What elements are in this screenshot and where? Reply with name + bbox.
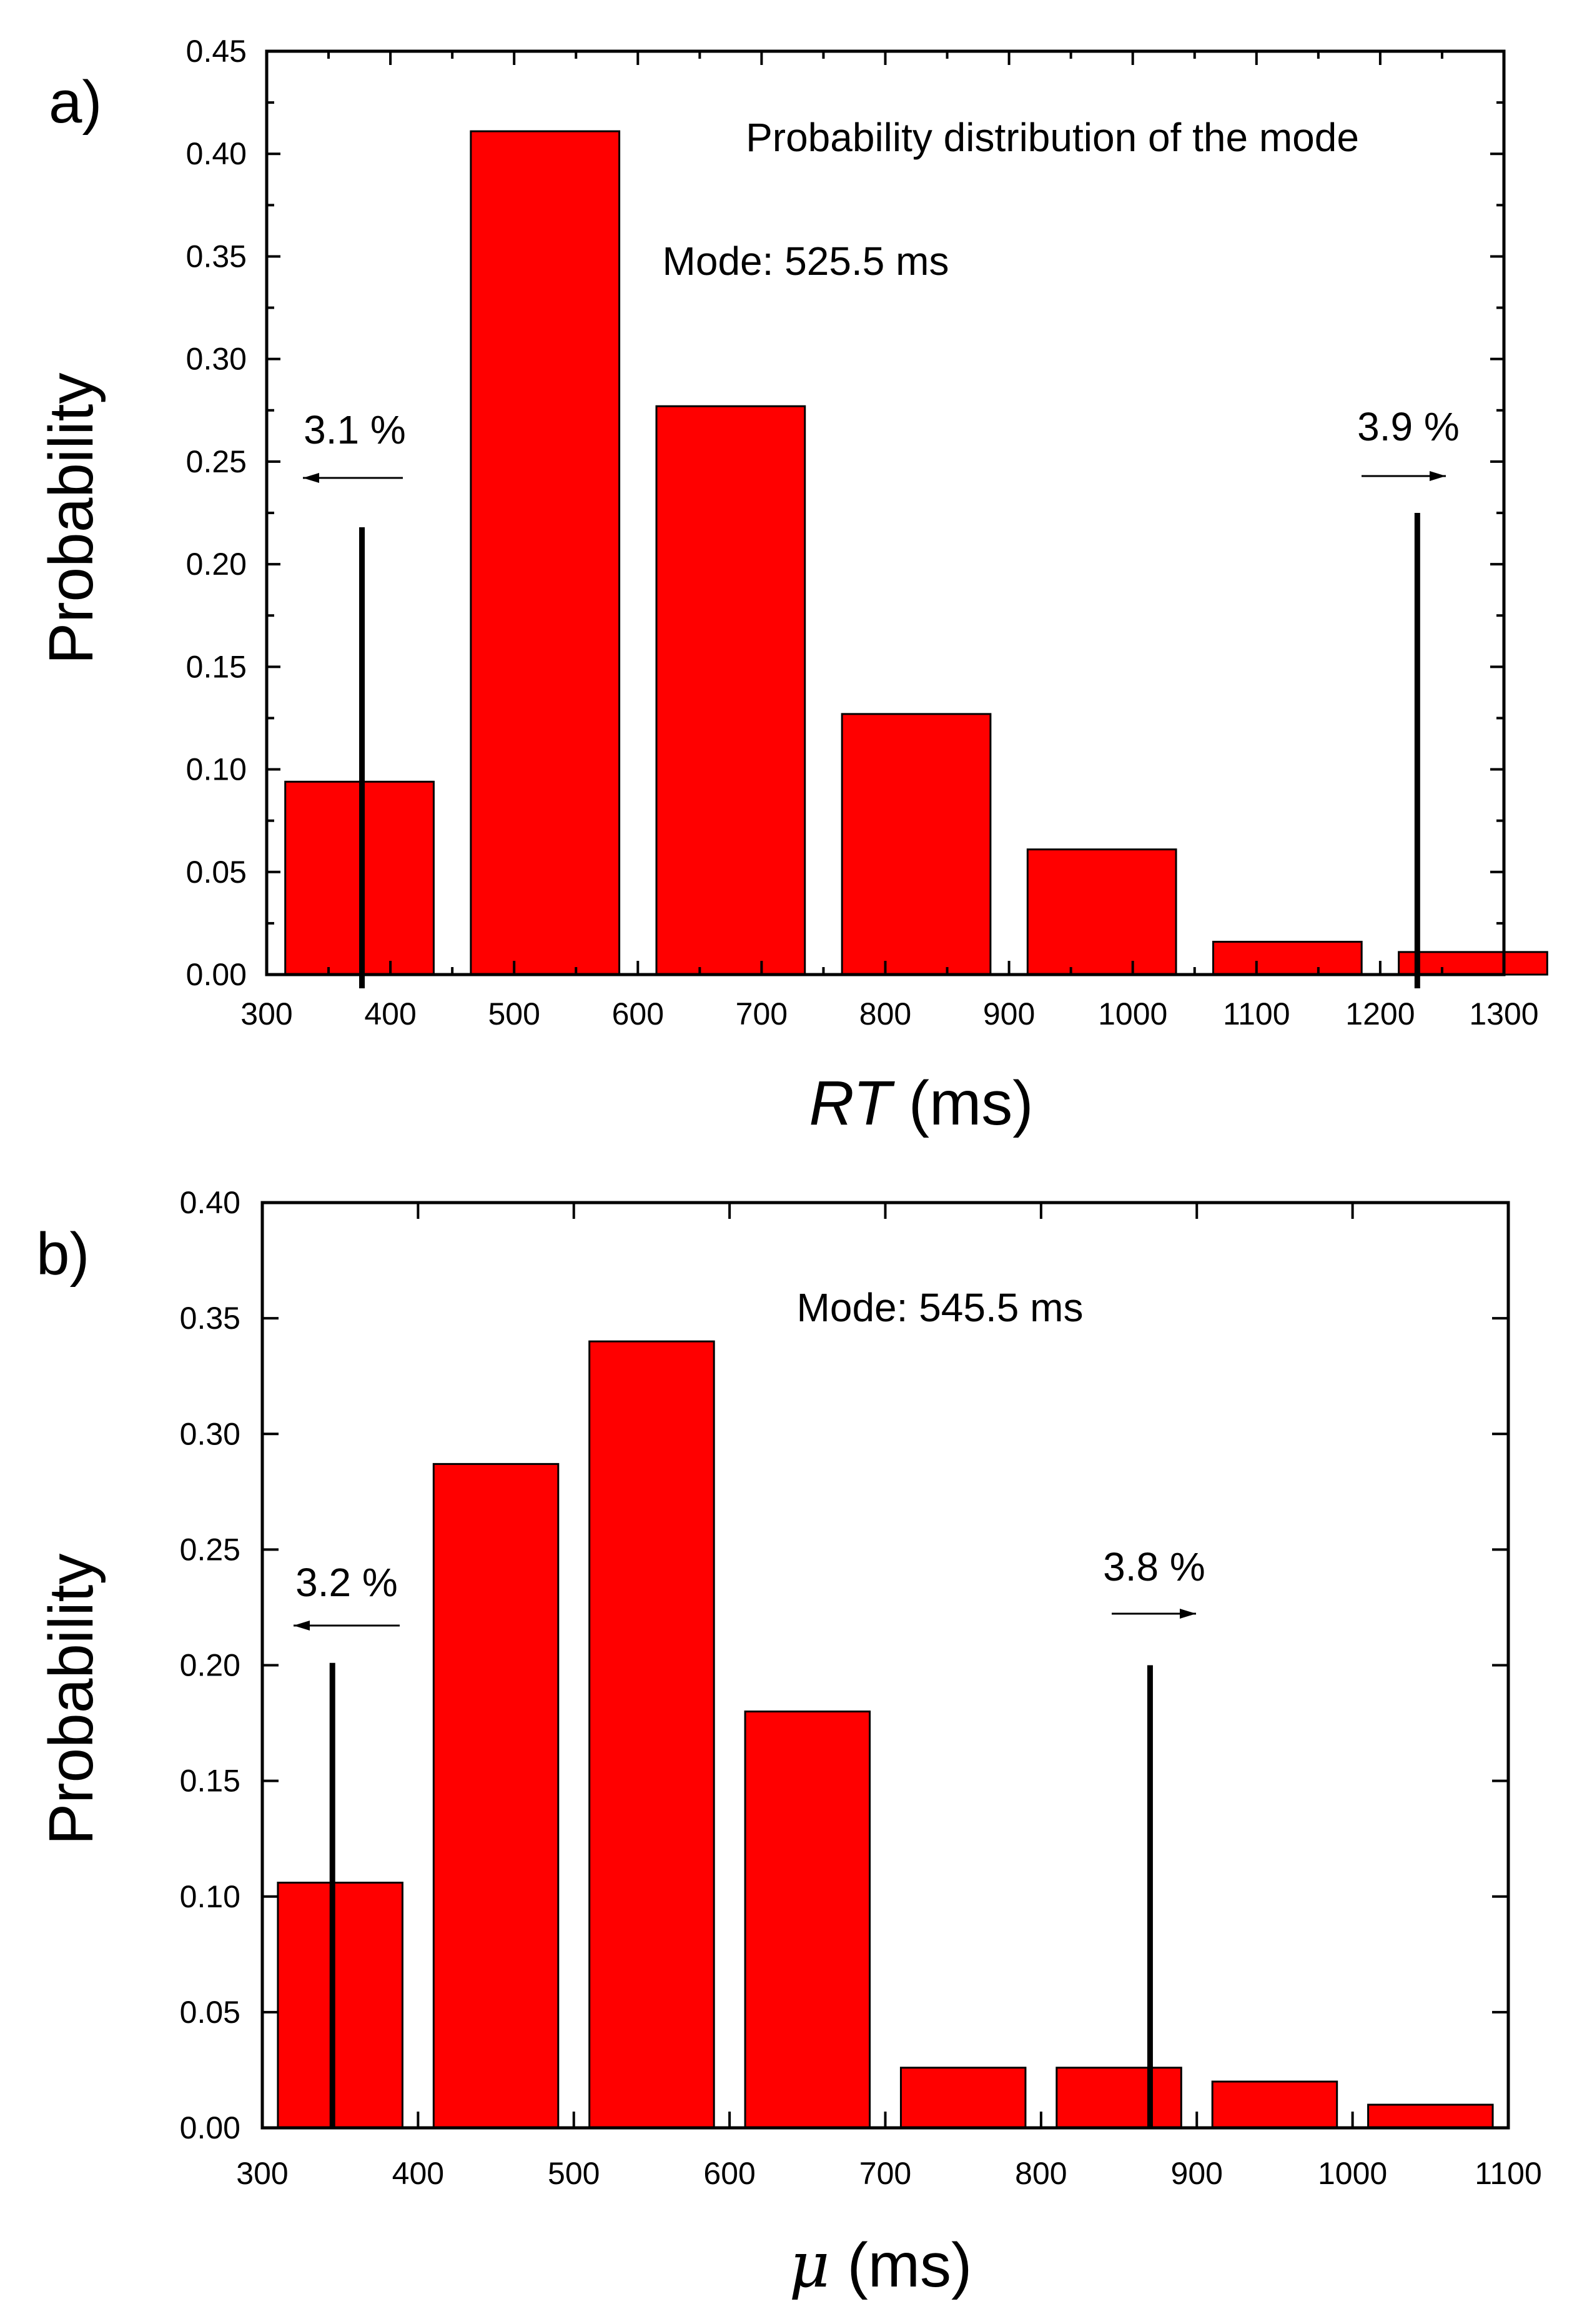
y-tick-label: 0.05 [186, 855, 247, 890]
x-axis-title-unit: (ms) [830, 2230, 972, 2300]
x-tick-label: 400 [364, 996, 416, 1031]
x-tick-label: 900 [983, 996, 1035, 1031]
panel-letter: a) [49, 69, 102, 136]
x-tick-label: 300 [240, 996, 292, 1031]
x-tick-label: 800 [1015, 2156, 1067, 2191]
mode-annotation: Mode: 545.5 ms [797, 1285, 1084, 1330]
bar-350 [277, 1882, 403, 2129]
x-tick-label: 500 [488, 996, 540, 1031]
x-tick-label: 1000 [1318, 2156, 1387, 2191]
x-tick-label: 400 [392, 2156, 444, 2191]
bar-1125 [1212, 940, 1363, 976]
y-tick-label: 0.35 [180, 1301, 240, 1336]
bar-550 [588, 1340, 715, 2129]
x-tick-label: 1000 [1098, 996, 1167, 1031]
bar-525 [470, 130, 621, 976]
upper-bound-label: 3.8 % [1103, 1544, 1205, 1589]
bar-450 [432, 1462, 560, 2129]
panel-letter: b) [36, 1221, 89, 1288]
chart-panel-b: 300 400 500 600 700 800 900 1000 1100 0.00 0.05 0.1… [36, 1185, 1542, 2302]
y-tick-label: 0.05 [180, 1995, 240, 2030]
x-tick-label: 500 [548, 2156, 600, 2191]
y-tick-label: 0.00 [186, 957, 247, 992]
x-axis-title: RT (ms) [809, 1068, 1033, 1138]
x-axis-title-symbol: μ [789, 2228, 830, 2302]
mode-annotation: Mode: 525.5 ms [663, 239, 949, 284]
y-tick-label: 0.40 [180, 1185, 240, 1220]
bar-850 [1056, 2067, 1182, 2129]
x-tick-label: 600 [612, 996, 664, 1031]
y-tick-label: 0.15 [180, 1764, 240, 1799]
x-tick-label: 1100 [1475, 2156, 1542, 2191]
bar-675 [655, 405, 806, 976]
y-tick-label: 0.35 [186, 239, 247, 274]
bar-1050 [1367, 2103, 1494, 2129]
bar-825 [841, 713, 992, 976]
y-tick-label: 0.25 [186, 444, 247, 479]
y-tick-label: 0.20 [180, 1648, 240, 1683]
y-axis-title: Probability [36, 373, 106, 665]
x-tick-label: 800 [859, 996, 911, 1031]
y-tick-label: 0.45 [186, 34, 247, 69]
y-tick-label: 0.30 [180, 1416, 240, 1451]
bar-750 [899, 2067, 1027, 2129]
upper-bound-label: 3.9 % [1357, 404, 1460, 449]
chart-title: Probability distribution of the mode [746, 115, 1359, 160]
y-tick-label: 0.20 [186, 547, 247, 582]
arrow-head-icon [1430, 471, 1446, 481]
arrow-head-icon [303, 473, 319, 483]
x-tick-label: 1200 [1345, 996, 1415, 1031]
x-tick-label: 700 [736, 996, 788, 1031]
x-tick-label: 300 [236, 2156, 288, 2191]
bar-1275 [1398, 951, 1548, 976]
y-axis-title: Probability [36, 1554, 106, 1845]
y-tick-label: 0.10 [180, 1879, 240, 1914]
y-tick-label: 0.40 [186, 136, 247, 171]
bar-950 [1211, 2080, 1338, 2129]
x-axis-title-unit: (ms) [891, 1068, 1034, 1138]
x-axis-title: μ (ms) [789, 2228, 972, 2302]
x-tick-label: 700 [859, 2156, 911, 2191]
lower-bound-label: 3.1 % [304, 407, 406, 452]
x-tick-label: 600 [703, 2156, 755, 2191]
bar-975 [1026, 848, 1177, 976]
lower-bound-label: 3.2 % [295, 1560, 398, 1605]
x-axis-title-symbol: RT [809, 1068, 894, 1138]
x-tick-label: 1300 [1469, 996, 1538, 1031]
arrow-head-icon [294, 1621, 310, 1631]
y-tick-label: 0.00 [180, 2110, 240, 2145]
arrow-head-icon [1180, 1609, 1196, 1619]
y-tick-label: 0.10 [186, 752, 247, 787]
bar-650 [744, 1711, 871, 2129]
chart-panel-a: 300 400 500 600 700 800 900 1000 1100 1200 1300 0.0… [36, 34, 1548, 1138]
y-tick-label: 0.30 [186, 342, 247, 377]
x-tick-label: 1100 [1223, 996, 1290, 1031]
y-tick-label: 0.25 [180, 1532, 240, 1567]
y-tick-label: 0.15 [186, 649, 247, 684]
x-tick-label: 900 [1171, 2156, 1223, 2191]
